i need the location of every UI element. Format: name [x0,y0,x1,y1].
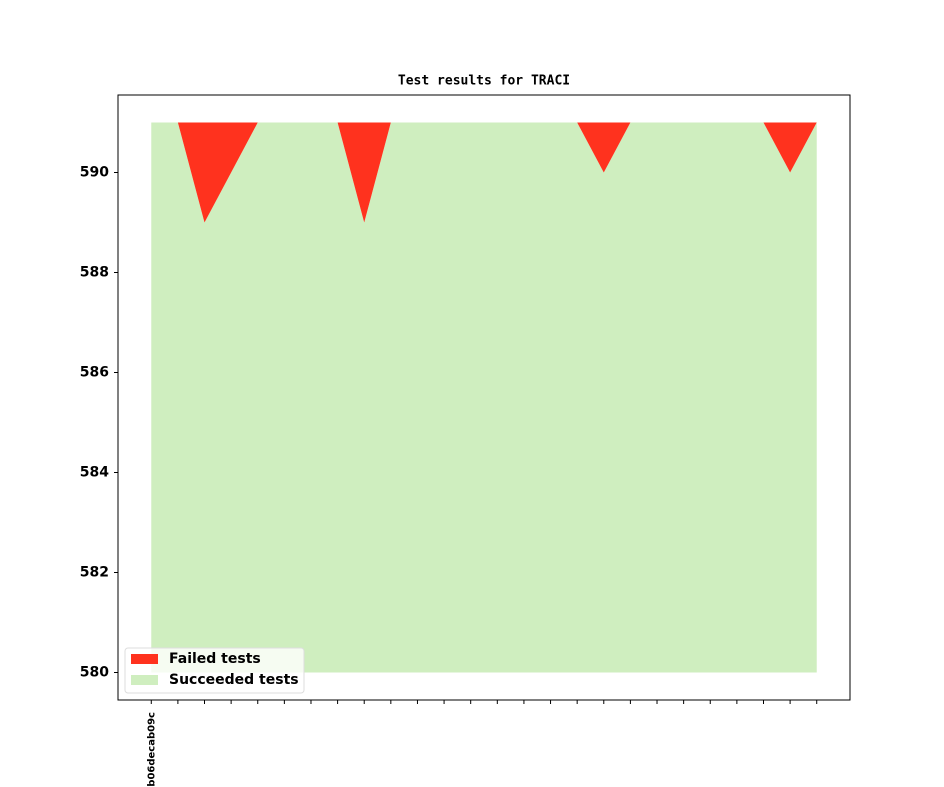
chart-title: Test results for TRACI [398,74,570,89]
legend-label: Failed tests [169,651,261,667]
legend-swatch [131,675,158,685]
y-tick-label: 586 [80,365,109,381]
y-tick-label: 582 [80,565,109,581]
y-tick-label: 584 [80,465,109,481]
succeeded-area [151,122,817,673]
y-tick-label: 590 [80,165,109,181]
legend-box [124,647,305,694]
plot-frame [117,94,851,701]
failed-area [151,122,817,223]
legend-label: Succeeded tests [169,672,299,688]
legend-swatch [131,654,158,664]
x-tick-label: b06decab09c [146,712,157,787]
y-tick-label: 580 [80,665,109,681]
y-tick-label: 588 [80,265,109,281]
